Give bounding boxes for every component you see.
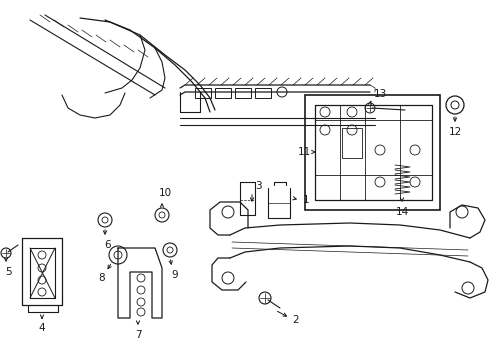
Text: 14: 14	[395, 207, 409, 217]
Text: 12: 12	[448, 127, 462, 137]
Text: 5: 5	[5, 267, 11, 277]
Bar	[195, 88, 211, 98]
Text: 11: 11	[297, 147, 311, 157]
Text: 10: 10	[158, 188, 172, 198]
Text: 8: 8	[98, 273, 105, 283]
Text: 3: 3	[255, 181, 261, 191]
Text: 1: 1	[303, 195, 309, 205]
Text: 2: 2	[293, 315, 299, 325]
Bar	[215, 88, 231, 98]
Text: 9: 9	[172, 270, 178, 280]
Text: 6: 6	[105, 240, 111, 250]
Bar	[235, 88, 251, 98]
Bar	[255, 88, 271, 98]
Bar	[305, 95, 440, 210]
Text: 7: 7	[135, 330, 141, 340]
Text: 13: 13	[373, 89, 387, 99]
Text: 4: 4	[39, 323, 45, 333]
Bar	[342, 128, 362, 158]
